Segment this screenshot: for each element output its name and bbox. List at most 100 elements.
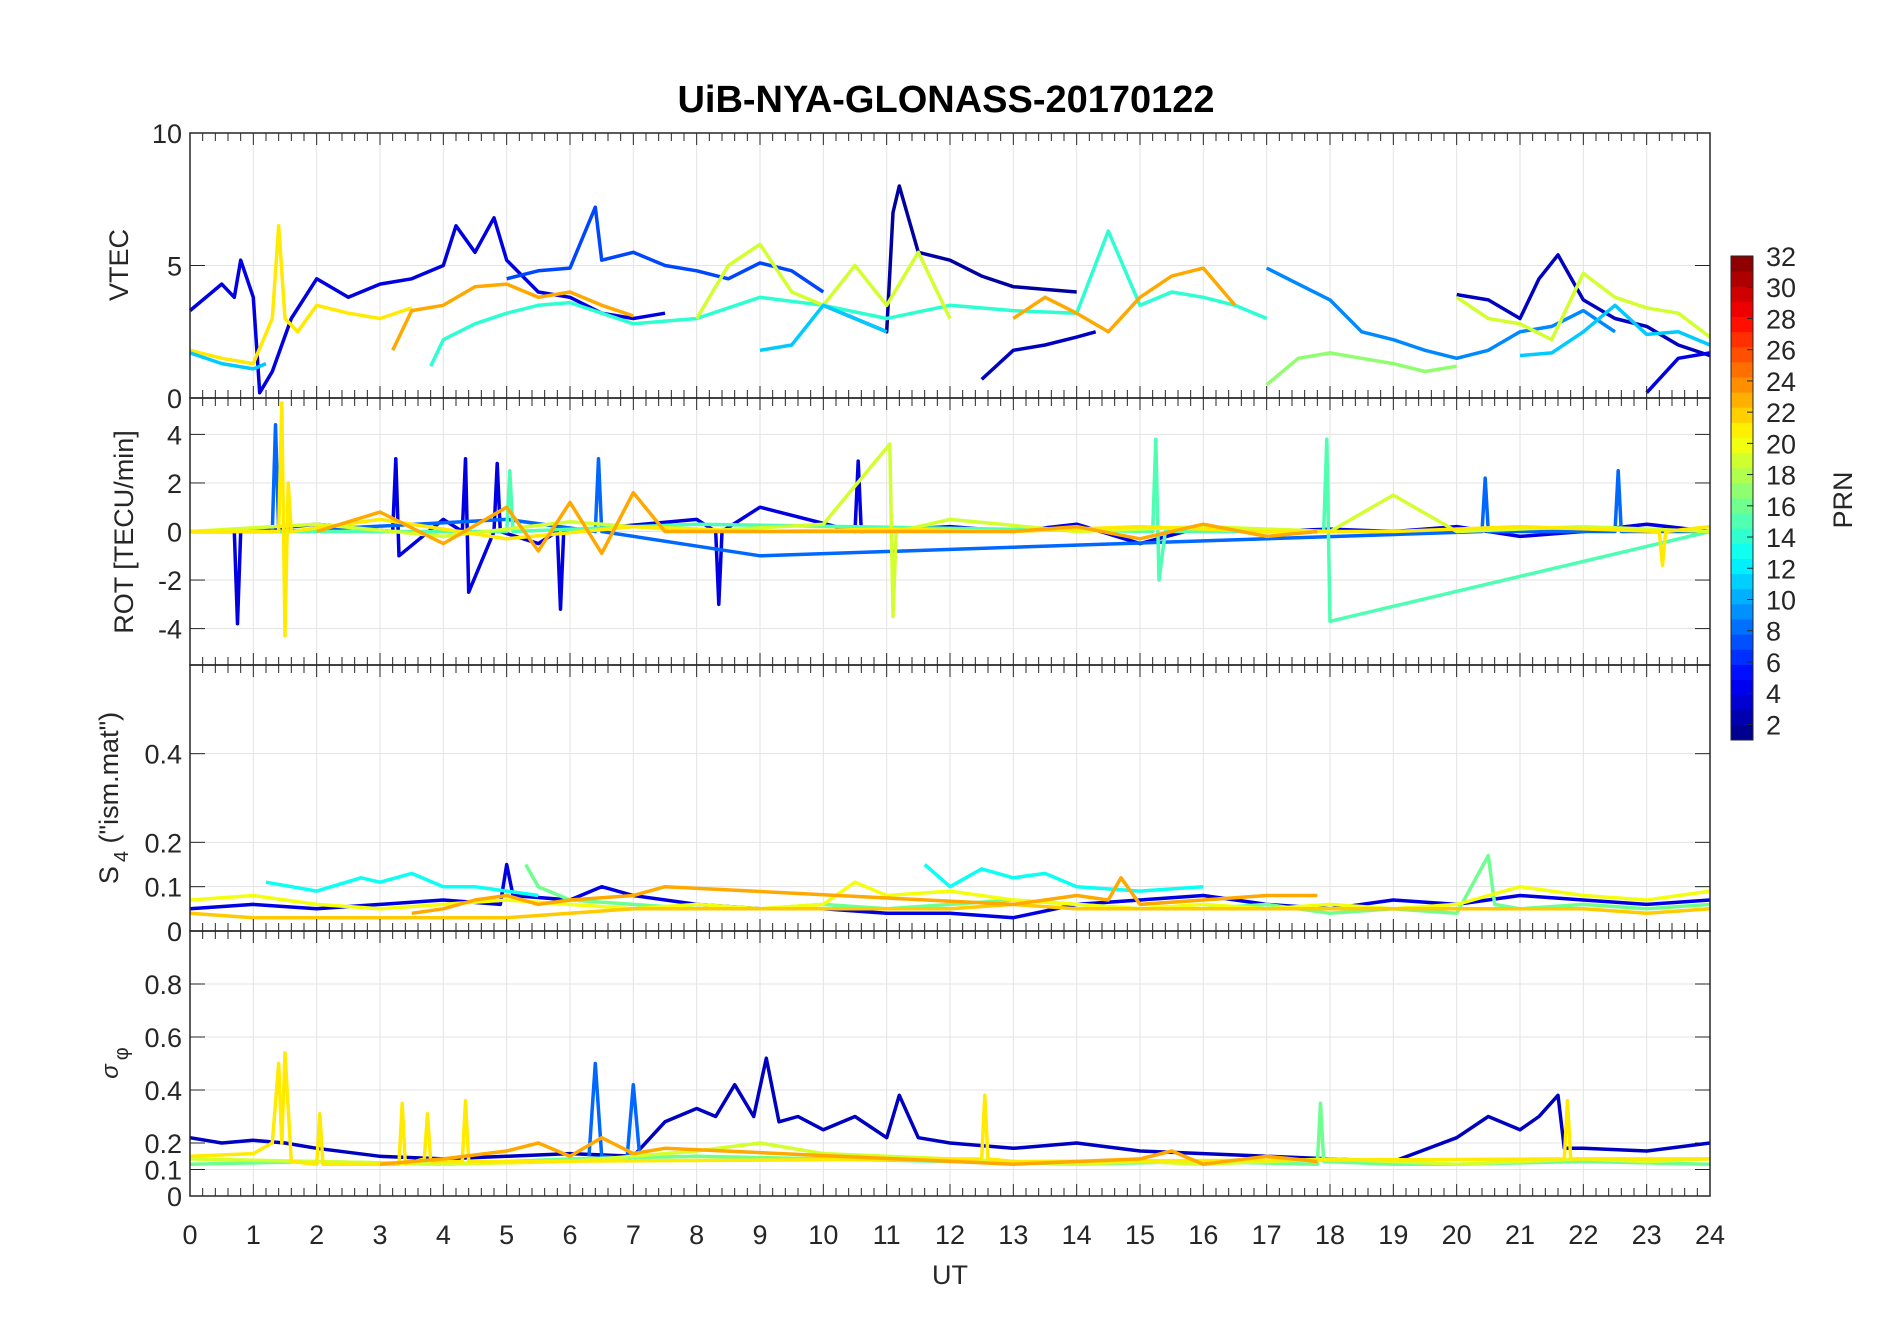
x-tick-label: 4 [436,1220,451,1250]
series-prn-13 [265,871,539,898]
colorbar-swatch [1731,452,1753,469]
series-prn-21 [189,224,413,366]
colorbar-swatch [1731,498,1753,514]
series-prn-14 [429,229,1268,367]
colorbar-swatch [1731,573,1753,590]
colorbar-tick-label: 12 [1766,554,1796,584]
x-tick-label: 0 [182,1220,197,1250]
series-prn-7 [506,205,825,294]
panel-rot: -4 -2 0 2 4 ROT [TECU/min] [109,397,1711,666]
colorbar-tick-label: 14 [1766,523,1796,553]
y-tick-label: 0.2 [144,1129,182,1159]
x-tick-label: 13 [998,1220,1028,1250]
series-prn-9 [1265,266,1616,361]
colorbar-swatch [1731,361,1753,378]
colorbar-tick-label: 2 [1766,710,1781,740]
y-tick-label: 0.4 [144,1076,182,1106]
colorbar-tick-label: 26 [1766,336,1796,366]
colorbar-swatch [1731,422,1753,438]
colorbar-tick-label: 6 [1766,648,1781,678]
colorbar-tick-label: 4 [1766,679,1781,709]
y-tick-label: 0.4 [144,740,182,770]
x-tick-label: 16 [1188,1220,1218,1250]
colorbar-swatch [1731,619,1753,635]
x-tick-label: 14 [1062,1220,1092,1250]
y-tick-label: 0 [167,1182,182,1212]
colorbar-swatch [1731,256,1753,272]
colorbar-tick-label: 28 [1766,304,1796,334]
x-tick-label: 18 [1315,1220,1345,1250]
colorbar-swatch [1731,286,1753,302]
colorbar-box [1730,255,1754,741]
colorbar-swatch [1731,588,1753,605]
colorbar-swatch [1731,271,1753,287]
series-prn-23 [379,1135,1318,1166]
colorbar-label: PRN [1828,471,1858,528]
y-tick-label: 5 [167,252,182,282]
series-prn-19 [1455,271,1712,342]
colorbar-swatch [1731,331,1753,348]
colorbar-swatch [1731,301,1753,317]
series-prn-20 [189,880,1711,911]
x-tick-label: 8 [689,1220,704,1250]
x-tick-label: 19 [1378,1220,1408,1250]
colorbar-tick-label: 30 [1766,273,1796,303]
x-tick-label: 22 [1568,1220,1598,1250]
colorbar-swatch [1731,603,1753,620]
colorbar-tick-label: 8 [1766,617,1781,647]
series-prn-23 [1012,266,1237,334]
colorbar-swatch [1731,664,1753,680]
colorbar-tick-label: 24 [1766,367,1796,397]
x-tick-label: 9 [752,1220,767,1250]
colorbar-tick-label: 10 [1766,585,1796,615]
colorbar-swatch [1731,377,1753,393]
x-tick-label: 20 [1442,1220,1472,1250]
y-tick-label: 0 [167,384,182,414]
series-prn-15 [190,437,1711,624]
y-tick-label: 0.2 [144,828,182,858]
colorbar-swatch [1731,558,1753,575]
panel-vtec: 0 5 10 VTEC [104,119,1712,414]
series-prn-22 [189,902,1711,920]
series-prn-11 [1519,303,1711,358]
series-prn-3 [980,330,1097,381]
y-axis-label: ROT [TECU/min] [109,430,139,634]
panel-sigma: 00.10.2 0.4 0.6 0.8 σφ [97,930,1711,1212]
colorbar-tick-label: 18 [1766,461,1796,491]
y-tick-label: -2 [158,566,182,596]
colorbar-swatch [1731,724,1753,741]
colorbar-swatch [1731,392,1753,408]
y-axis-label: VTEC [104,229,134,301]
series-prn-11 [189,351,267,371]
y-tick-label: 0.8 [144,970,182,1000]
colorbar-swatch [1731,346,1753,363]
colorbar-tick-label: 16 [1766,492,1796,522]
x-tick-label: 15 [1125,1220,1155,1250]
x-tick-label: 12 [935,1220,965,1250]
colorbar-swatch [1731,316,1753,333]
series-prn-17 [1265,351,1457,387]
y-tick-label: 0.1 [144,1156,182,1186]
axes-box [189,930,1711,1197]
series-prn-3 [1456,253,1711,358]
colorbar-swatch [1731,543,1753,559]
x-tick-label: 17 [1252,1220,1282,1250]
y-tick-label: 0 [167,917,182,947]
chart-title: UiB-NYA-GLONASS-20170122 [677,79,1214,121]
x-axis-label: UT [932,1260,968,1290]
x-tick-label: 5 [499,1220,514,1250]
x-tick-label: 21 [1505,1220,1535,1250]
colorbar-tick-label: 20 [1766,429,1796,459]
colorbar-tick-label: 32 [1766,242,1796,272]
colorbar-swatch [1731,634,1753,650]
y-tick-label: 2 [167,469,182,499]
y-tick-label: 4 [167,420,182,450]
x-tick-label: 11 [873,1220,901,1250]
colorbar-swatch [1731,679,1753,696]
colorbar-tick-label: 22 [1766,398,1796,428]
series-prn-4 [1645,351,1711,394]
y-tick-label: 0.1 [144,873,182,903]
x-tick-label: 24 [1695,1220,1725,1250]
